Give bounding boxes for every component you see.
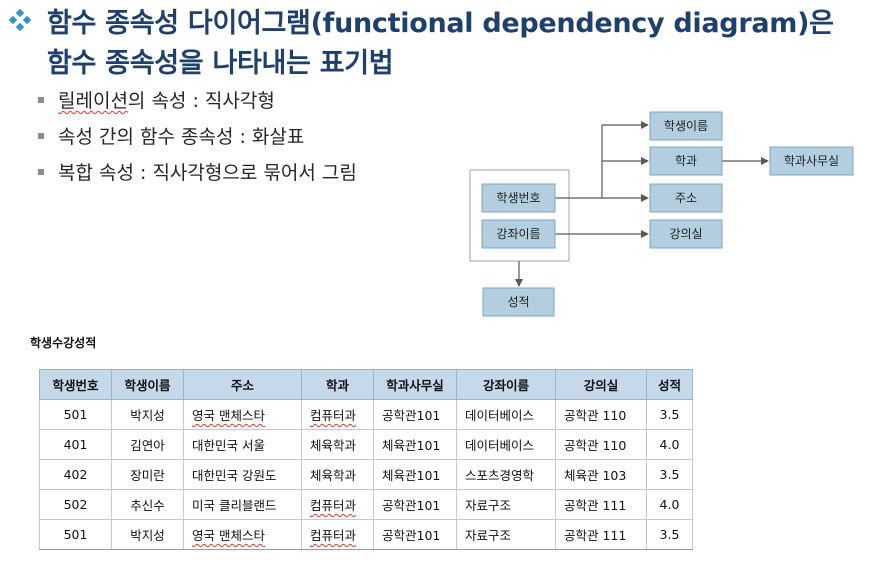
cell-text: 영국 맨체스타	[192, 408, 265, 423]
node-student-name: 학생이름	[649, 111, 723, 141]
table-cell: 자료구조	[456, 489, 556, 520]
table-cell: 미국 클리블랜드	[183, 489, 302, 520]
table-row: 401 김연아 대한민국 서울 체육학과 체육관101 데이터베이스 공학관 1…	[39, 429, 693, 460]
table-cell: 자료구조	[456, 519, 556, 550]
node-dept-office: 학과사무실	[769, 146, 854, 176]
table-cell: 체육학과	[301, 459, 374, 490]
table-cell: 공학관 111	[555, 519, 647, 550]
table-cell: 체육관 103	[555, 459, 647, 490]
square-bullet-icon	[38, 132, 44, 139]
table-cell: 장미란	[111, 459, 184, 490]
table-caption: 학생수강성적	[30, 336, 97, 350]
node-label: 강좌이름	[496, 227, 540, 241]
table-cell: 영국 맨체스타	[183, 399, 302, 430]
column-header: 성적	[646, 369, 693, 400]
table-row: 402 장미란 대한민국 강원도 체육학과 체육관101 스포츠경영학 체육관 …	[39, 459, 693, 490]
bullet-text: 의 속성 : 직사각형	[127, 90, 275, 112]
bullet-item-relation-attribute: 릴레이션의 속성 : 직사각형	[38, 86, 275, 113]
column-header: 학과사무실	[373, 369, 457, 400]
square-bullet-icon	[38, 168, 44, 175]
table-row: 502 추신수 미국 클리블랜드 컴퓨터과 공학관101 자료구조 공학관 11…	[39, 489, 693, 520]
cell-text: 컴퓨터과	[310, 408, 357, 423]
student-enrollment-grade-table: 학생번호 학생이름 주소 학과 학과사무실 강좌이름 강의실 성적 501 박지…	[39, 369, 693, 550]
dependency-arrows	[515, 121, 769, 287]
slide-title-line-1: 함수 종속성 다이어그램(functional dependency diagr…	[47, 8, 834, 39]
table-cell: 데이터베이스	[456, 429, 556, 460]
node-label: 주소	[675, 191, 697, 205]
table-cell: 501	[39, 399, 112, 430]
table-cell: 3.5	[646, 459, 693, 490]
node-label: 학과	[675, 154, 697, 168]
table-cell: 공학관101	[373, 399, 457, 430]
table-cell: 공학관 110	[555, 399, 647, 430]
table-cell: 402	[39, 459, 112, 490]
table-cell: 박지성	[111, 399, 184, 430]
functional-dependency-diagram: 학생번호 강좌이름 성적 학생이름 학과 주소 강의실 학과사무실	[469, 111, 854, 317]
table-row: 501 박지성 영국 맨체스타 컴퓨터과 공학관101 자료구조 공학관 111…	[39, 519, 693, 550]
diamond-bullet-icon	[8, 9, 32, 32]
table-cell: 4.0	[646, 429, 693, 460]
table-cell: 스포츠경영학	[456, 459, 556, 490]
table-row: 501 박지성 영국 맨체스타 컴퓨터과 공학관101 데이터베이스 공학관 1…	[39, 399, 693, 430]
table-cell: 공학관 110	[555, 429, 647, 460]
table-cell: 501	[39, 519, 112, 550]
bullet-text-underlined: 릴레이션	[58, 90, 128, 112]
table-cell: 추신수	[111, 489, 184, 520]
node-classroom: 강의실	[649, 219, 723, 249]
node-label: 성적	[507, 295, 529, 309]
table-cell: 박지성	[111, 519, 184, 550]
column-header: 학생번호	[39, 369, 112, 400]
table-cell: 데이터베이스	[456, 399, 556, 430]
table-cell: 401	[39, 429, 112, 460]
table-cell: 502	[39, 489, 112, 520]
node-label: 학생이름	[664, 119, 708, 133]
cell-text: 컴퓨터과	[310, 498, 357, 513]
table-cell: 공학관101	[373, 489, 457, 520]
node-label: 강의실	[669, 227, 702, 241]
table-cell: 대한민국 서울	[183, 429, 302, 460]
cell-text: 영국 맨체스타	[192, 528, 265, 543]
node-address: 주소	[649, 183, 723, 213]
table-cell: 컴퓨터과	[301, 399, 374, 430]
table-cell: 컴퓨터과	[301, 519, 374, 550]
column-header: 학생이름	[111, 369, 184, 400]
column-header: 주소	[183, 369, 302, 400]
table-cell: 대한민국 강원도	[183, 459, 302, 490]
column-header: 강의실	[555, 369, 647, 400]
table-cell: 컴퓨터과	[301, 489, 374, 520]
node-course-name: 강좌이름	[481, 219, 556, 249]
bullet-item-functional-dependency: 속성 간의 함수 종속성 : 화살표	[38, 122, 304, 149]
table-cell: 영국 맨체스타	[183, 519, 302, 550]
bullet-text: 복합 속성 : 직사각형으로 묶어서 그림	[58, 162, 357, 184]
bullet-text: 속성 간의 함수 종속성 : 화살표	[58, 126, 305, 148]
node-department: 학과	[649, 146, 723, 176]
table-cell: 공학관101	[373, 519, 457, 550]
node-student-no: 학생번호	[481, 183, 556, 213]
table-cell: 체육학과	[301, 429, 374, 460]
square-bullet-icon	[38, 96, 44, 103]
cell-text: 컴퓨터과	[310, 528, 357, 543]
node-grade: 성적	[482, 287, 555, 317]
column-header: 강좌이름	[456, 369, 556, 400]
slide-title-line-2: 함수 종속성을 나타내는 표기법	[47, 48, 394, 79]
node-label: 학과사무실	[784, 154, 839, 168]
bullet-item-composite-attribute: 복합 속성 : 직사각형으로 묶어서 그림	[38, 158, 357, 185]
table-cell: 체육관101	[373, 459, 457, 490]
table-cell: 김연아	[111, 429, 184, 460]
column-header: 학과	[301, 369, 374, 400]
table-cell: 4.0	[646, 489, 693, 520]
node-label: 학생번호	[496, 191, 540, 205]
table-cell: 공학관 111	[555, 489, 647, 520]
table-header-row: 학생번호 학생이름 주소 학과 학과사무실 강좌이름 강의실 성적	[39, 369, 693, 400]
table-cell: 3.5	[646, 519, 693, 550]
table-cell: 3.5	[646, 399, 693, 430]
table-cell: 체육관101	[373, 429, 457, 460]
